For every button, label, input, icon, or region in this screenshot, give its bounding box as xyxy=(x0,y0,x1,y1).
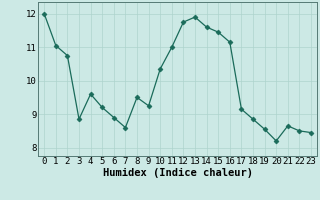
X-axis label: Humidex (Indice chaleur): Humidex (Indice chaleur) xyxy=(103,168,252,178)
